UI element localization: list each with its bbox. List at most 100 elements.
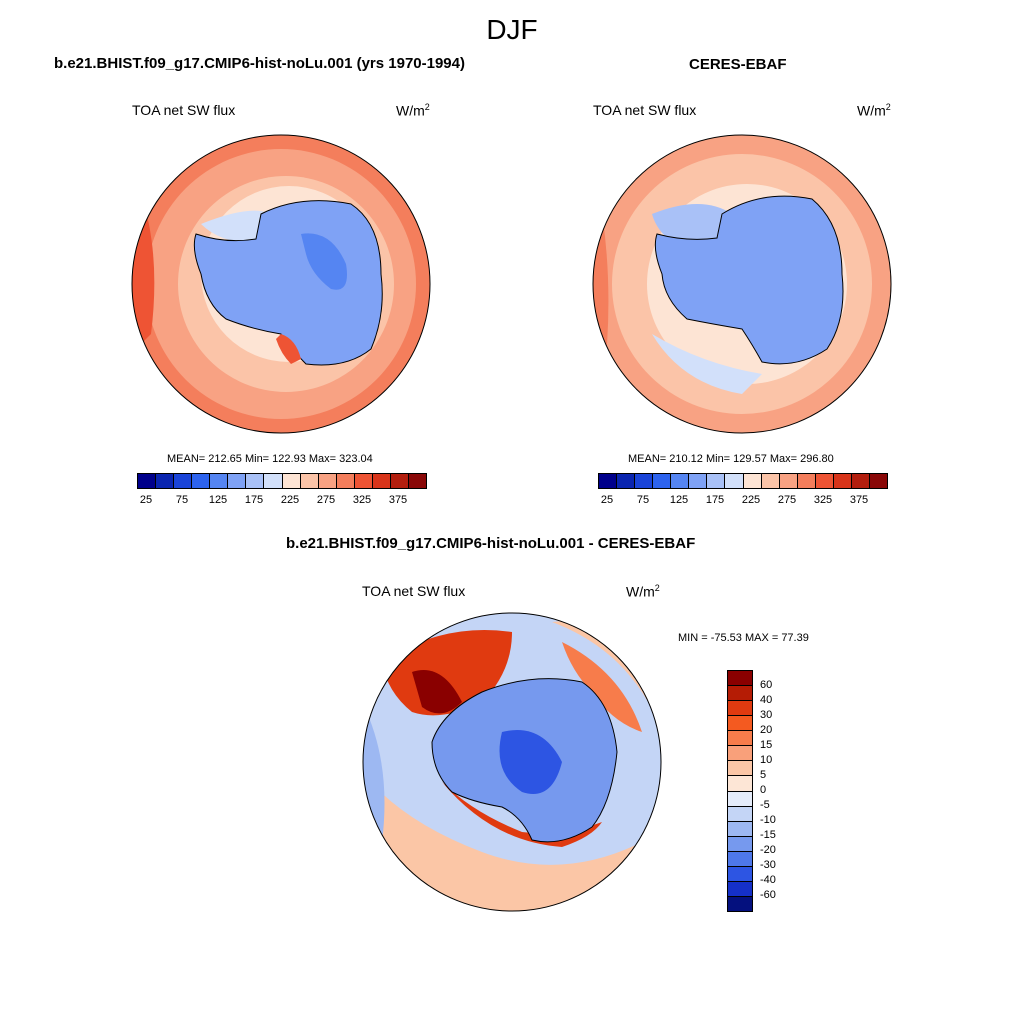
obs-panel-title: CERES-EBAF [689,56,787,73]
model-colorbar-tick: 175 [244,494,264,506]
model-colorbar-tick: 25 [139,494,153,506]
main-title: DJF [486,14,538,45]
diff-minmax: MIN = -75.53 MAX = 77.39 [678,632,809,644]
model-colorbar-cell [372,474,391,488]
diff-colorbar-ticks: 60 40 30 20 15 10 5 0 -5 -10 -15 -20 -30 -40 -60 [760,670,800,910]
obs-colorbar-cell [869,474,887,488]
model-colorbar-cell [174,474,193,488]
obs-units-label: W/m2 [857,102,891,119]
obs-colorbar-tick: 225 [741,494,761,506]
diff-colorbar-tick: 10 [760,754,773,766]
obs-colorbar-cell [689,474,708,488]
obs-colorbar-cell [743,474,762,488]
diff-colorbar-cell [728,866,752,882]
diff-polar-map [362,612,662,912]
obs-colorbar-cell [833,474,852,488]
diff-colorbar-tick: -40 [760,874,776,886]
obs-colorbar-cell [707,474,726,488]
model-colorbar-cell [156,474,175,488]
model-colorbar-tick: 225 [280,494,300,506]
diff-colorbar-tick: 15 [760,739,773,751]
model-colorbar-tick: 325 [352,494,372,506]
diff-colorbar-tick: -60 [760,889,776,901]
diff-units-label: W/m2 [626,583,660,600]
obs-variable-label: TOA net SW flux [593,102,697,118]
diff-colorbar-cell [728,821,752,837]
diff-colorbar-cell [728,776,752,792]
model-colorbar-cell [138,474,157,488]
diff-colorbar-cell [728,731,752,747]
obs-colorbar-cell [779,474,798,488]
obs-colorbar-cell [815,474,834,488]
diff-colorbar-cell [728,896,752,911]
diff-colorbar-tick: -30 [760,859,776,871]
model-stats: MEAN= 212.65 Min= 122.93 Max= 323.04 [167,453,373,465]
diff-colorbar-cell [728,716,752,732]
diff-colorbar-cell [728,686,752,702]
diff-colorbar-cell [728,761,752,777]
model-colorbar [137,473,427,489]
model-units-label: W/m2 [396,102,430,119]
diff-colorbar-tick: 20 [760,724,773,736]
model-panel-title: b.e21.BHIST.f09_g17.CMIP6-hist-noLu.001 … [54,55,465,72]
model-colorbar-cell [264,474,283,488]
diff-colorbar-cell [728,806,752,822]
model-colorbar-cell [408,474,426,488]
model-colorbar-ticks: 25 75 125 175 225 275 325 375 [137,494,425,508]
obs-colorbar-cell [599,474,618,488]
diff-colorbar-cell [728,791,752,807]
model-colorbar-cell [390,474,409,488]
obs-colorbar-tick: 275 [777,494,797,506]
diff-colorbar-tick: -10 [760,814,776,826]
diff-colorbar-tick: 40 [760,694,773,706]
model-colorbar-tick: 75 [175,494,189,506]
diff-colorbar-cell [728,851,752,867]
obs-colorbar-cell [725,474,744,488]
diff-colorbar-tick: 30 [760,709,773,721]
model-polar-map [131,134,431,434]
diff-colorbar-tick: 5 [760,769,767,781]
model-colorbar-cell [300,474,319,488]
model-colorbar-cell [282,474,301,488]
model-colorbar-cell [354,474,373,488]
model-colorbar-tick: 125 [208,494,228,506]
obs-colorbar-cell [761,474,780,488]
model-colorbar-cell [228,474,247,488]
model-colorbar-cell [336,474,355,488]
obs-colorbar-cell [635,474,654,488]
diff-colorbar-tick: -5 [760,799,770,811]
obs-colorbar-cell [653,474,672,488]
diff-colorbar-cell [728,746,752,762]
diff-colorbar-cell [728,881,752,897]
obs-colorbar [598,473,888,489]
model-colorbar-cell [246,474,265,488]
obs-colorbar-tick: 75 [636,494,650,506]
diff-variable-label: TOA net SW flux [362,583,466,599]
obs-colorbar-tick: 175 [705,494,725,506]
diff-colorbar-cell [728,671,752,687]
obs-colorbar-tick: 25 [600,494,614,506]
obs-colorbar-cell [851,474,870,488]
model-colorbar-cell [318,474,337,488]
model-colorbar-cell [192,474,211,488]
obs-colorbar-cell [617,474,636,488]
diff-panel-title: b.e21.BHIST.f09_g17.CMIP6-hist-noLu.001 … [286,535,696,552]
obs-polar-map [592,134,892,434]
model-colorbar-tick: 375 [388,494,408,506]
diff-colorbar-tick: 0 [760,784,767,796]
diff-colorbar-tick: -20 [760,844,776,856]
model-variable-label: TOA net SW flux [132,102,236,118]
obs-colorbar-cell [797,474,816,488]
obs-colorbar-ticks: 25 75 125 175 225 275 325 375 [598,494,886,508]
diff-colorbar-cell [728,701,752,717]
model-colorbar-cell [210,474,229,488]
obs-colorbar-cell [671,474,690,488]
obs-colorbar-tick: 325 [813,494,833,506]
model-colorbar-tick: 275 [316,494,336,506]
obs-colorbar-tick: 375 [849,494,869,506]
diff-colorbar [727,670,753,912]
obs-colorbar-tick: 125 [669,494,689,506]
diff-colorbar-tick: -15 [760,829,776,841]
diff-colorbar-tick: 60 [760,679,773,691]
obs-stats: MEAN= 210.12 Min= 129.57 Max= 296.80 [628,453,834,465]
